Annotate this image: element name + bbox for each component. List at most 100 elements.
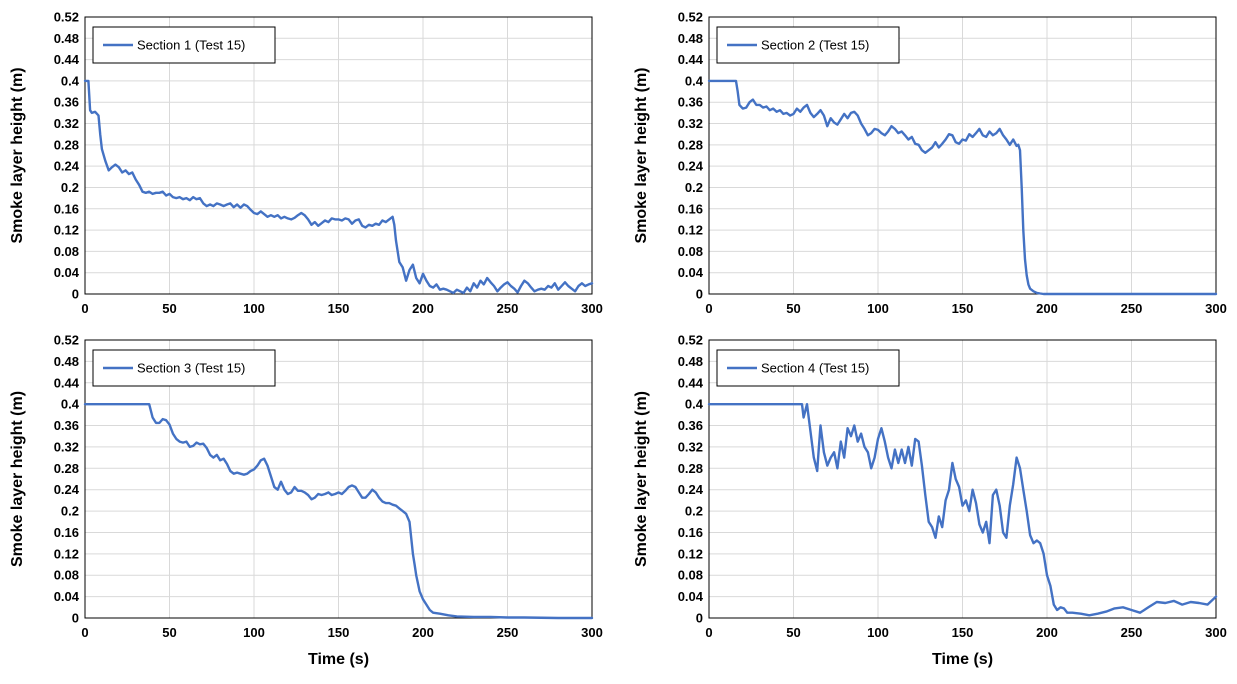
plot-area-frame [84,16,593,295]
y-tick-label: 0.08 [54,568,79,583]
y-axis-title: Smoke layer height (m) [9,67,26,243]
legend-label: Section 4 (Test 15) [761,361,869,376]
y-tick-label: 0.36 [678,95,703,110]
plot-area-frame [708,339,1217,619]
y-tick-label: 0.28 [54,461,79,476]
y-tick-label: 0.4 [61,397,80,412]
plot-area-frame [708,16,1217,295]
y-tick-label: 0.08 [678,568,703,583]
y-tick-label: 0.28 [678,461,703,476]
x-axis-title: Time (s) [308,651,369,668]
x-tick-label: 250 [1121,301,1143,316]
x-axis-title: Time (s) [932,651,993,668]
x-tick-label: 100 [867,301,889,316]
x-tick-label: 50 [162,301,176,316]
y-tick-label: 0.04 [678,265,704,280]
y-tick-label: 0.2 [61,180,79,195]
y-tick-label: 0.24 [54,159,80,174]
x-tick-label: 200 [412,625,434,640]
x-tick-label: 250 [497,301,519,316]
y-tick-label: 0.12 [678,546,703,561]
x-tick-label: 50 [162,625,176,640]
y-tick-label: 0.28 [54,137,79,152]
legend: Section 2 (Test 15) [716,26,900,64]
x-tick-label: 200 [412,301,434,316]
x-tick-label: 0 [81,301,88,316]
y-tick-label: 0.36 [54,95,79,110]
legend: Section 1 (Test 15) [92,26,276,64]
y-tick-label: 0.4 [685,73,704,88]
series-line-3 [83,403,594,620]
series-line-4 [707,403,1218,617]
y-tick-label: 0.44 [678,52,704,67]
y-tick-label: 0.24 [678,159,704,174]
x-tick-label: 300 [1205,625,1227,640]
x-tick-label: 150 [328,301,350,316]
y-tick-label: 0.32 [678,439,703,454]
y-tick-label: 0.52 [54,333,79,348]
x-tick-label: 200 [1036,625,1058,640]
y-tick-label: 0 [696,611,703,626]
y-tick-label: 0.2 [685,504,703,519]
y-tick-label: 0.36 [678,418,703,433]
y-tick-label: 0.52 [678,10,703,25]
legend: Section 4 (Test 15) [716,349,900,387]
y-tick-label: 0.44 [678,375,704,390]
y-tick-label: 0.28 [678,137,703,152]
legend-label: Section 2 (Test 15) [761,38,869,53]
x-tick-label: 250 [497,625,519,640]
x-tick-label: 0 [705,301,712,316]
y-tick-label: 0.12 [54,546,79,561]
y-tick-label: 0.12 [678,223,703,238]
y-tick-label: 0.2 [685,180,703,195]
y-tick-label: 0.48 [678,354,703,369]
y-tick-label: 0.48 [54,31,79,46]
chart-panel-2: 0 0.04 0.08 0.12 0.16 0.2 0.24 0.28 0.32 0.36 0.4 0… [633,10,1227,317]
x-tick-label: 150 [952,301,974,316]
y-tick-label: 0.08 [678,244,703,259]
x-tick-label: 0 [705,625,712,640]
y-tick-label: 0.44 [54,52,80,67]
x-tick-label: 0 [81,625,88,640]
legend: Section 3 (Test 15) [92,349,276,387]
x-tick-label: 300 [1205,301,1227,316]
y-tick-label: 0 [72,287,79,302]
x-tick-label: 100 [243,625,265,640]
y-tick-label: 0.52 [54,10,79,25]
y-tick-label: 0.48 [678,31,703,46]
y-tick-label: 0.32 [54,116,79,131]
y-tick-label: 0.48 [54,354,79,369]
y-tick-label: 0.44 [54,375,80,390]
y-tick-label: 0.04 [678,589,704,604]
legend-label: Section 1 (Test 15) [137,38,245,53]
y-tick-label: 0.2 [61,504,79,519]
chart-panel-3: 0 0.04 0.08 0.12 0.16 0.2 0.24 0.28 0.32 0.36 0.4 0… [9,333,603,669]
series-line-1 [83,79,594,295]
x-tick-label: 300 [581,625,603,640]
x-tick-label: 200 [1036,301,1058,316]
y-axis-title: Smoke layer height (m) [633,391,650,567]
x-tick-label: 300 [581,301,603,316]
x-tick-label: 150 [952,625,974,640]
y-tick-label: 0.16 [54,525,79,540]
y-axis-title: Smoke layer height (m) [9,391,26,567]
y-tick-label: 0.16 [54,201,79,216]
x-tick-label: 100 [243,301,265,316]
x-tick-label: 150 [328,625,350,640]
x-tick-label: 100 [867,625,889,640]
y-tick-label: 0 [72,611,79,626]
y-tick-label: 0.4 [61,73,80,88]
y-tick-label: 0.4 [685,397,704,412]
y-tick-label: 0.32 [678,116,703,131]
chart-panel-1: 0 0.04 0.08 0.12 0.16 0.2 0.24 0.28 0.32 0.36 0.4 0… [9,10,603,317]
y-tick-label: 0.36 [54,418,79,433]
y-tick-label: 0.12 [54,223,79,238]
y-tick-label: 0.16 [678,201,703,216]
y-tick-label: 0.08 [54,244,79,259]
x-tick-label: 250 [1121,625,1143,640]
y-tick-label: 0.04 [54,589,80,604]
y-tick-label: 0.24 [678,482,704,497]
y-tick-label: 0.16 [678,525,703,540]
series-line-2 [707,79,1218,296]
